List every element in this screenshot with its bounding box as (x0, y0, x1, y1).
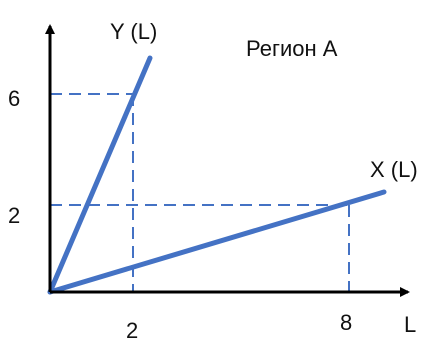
x-axis-label: L (404, 312, 416, 337)
series-label-y: Y (L) (110, 19, 157, 44)
y-tick-label-6: 6 (8, 86, 20, 111)
y-tick-label-2: 2 (8, 203, 20, 228)
region-title: Регион А (246, 36, 338, 61)
x-tick-label-2: 2 (126, 318, 138, 338)
series-line-y (47, 55, 153, 295)
series-line-x (47, 189, 387, 295)
series-label-x: X (L) (370, 157, 418, 182)
x-tick-label-8: 8 (340, 310, 352, 335)
